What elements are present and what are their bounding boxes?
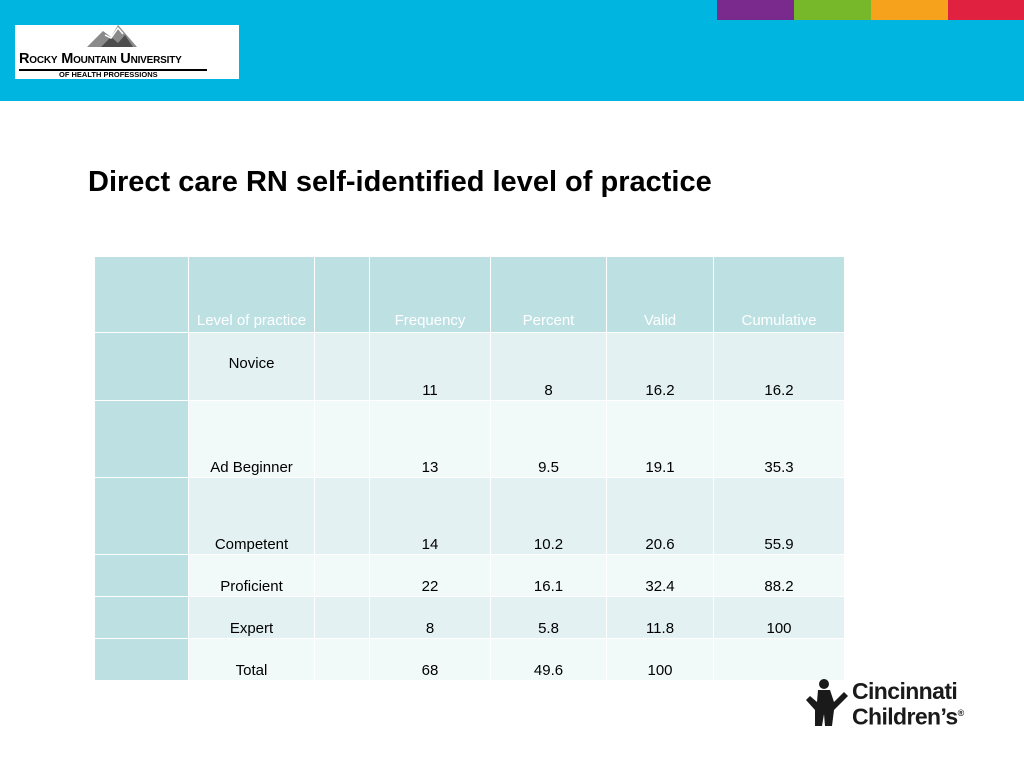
- cell-percent: 8: [490, 332, 607, 401]
- cell-valid: 20.6: [606, 477, 714, 555]
- cell-level: Total: [188, 638, 315, 681]
- column-header-blank: [94, 256, 189, 333]
- cell-frequency: 22: [369, 554, 491, 597]
- table-row: Expert 8 5.8 11.8 100: [94, 596, 845, 639]
- table-row: Competent 14 10.2 20.6 55.9: [94, 477, 845, 555]
- cell-cumulative: 35.3: [713, 400, 845, 478]
- rocky-mountain-university-logo: Rocky Mountain University OF HEALTH PROF…: [15, 25, 239, 79]
- cell-blank: [314, 554, 370, 597]
- row-stub: [94, 638, 189, 681]
- cell-cumulative: 16.2: [713, 332, 845, 401]
- page-title: Direct care RN self-identified level of …: [88, 166, 712, 198]
- cell-frequency: 11: [369, 332, 491, 401]
- table-row: Ad Beginner 13 9.5 19.1 35.3: [94, 400, 845, 478]
- cell-percent: 9.5: [490, 400, 607, 478]
- logo-subtitle: OF HEALTH PROFESSIONS: [59, 70, 158, 79]
- cell-blank: [314, 596, 370, 639]
- cell-percent: 10.2: [490, 477, 607, 555]
- logo-line-1: Cincinnati: [852, 678, 958, 704]
- cell-percent: 5.8: [490, 596, 607, 639]
- color-strip-orange: [871, 0, 948, 20]
- column-header-valid: Valid: [606, 256, 714, 333]
- logo-line-2: Children’s®: [852, 703, 965, 730]
- color-strip-purple: [717, 0, 794, 20]
- cell-frequency: 13: [369, 400, 491, 478]
- column-header-cumulative: Cumulative: [713, 256, 845, 333]
- table-row: Total 68 49.6 100: [94, 638, 845, 681]
- registered-mark: ®: [957, 708, 965, 718]
- cell-valid: 19.1: [606, 400, 714, 478]
- child-figure-icon: [806, 679, 848, 726]
- table-row: Proficient 22 16.1 32.4 88.2: [94, 554, 845, 597]
- cell-level: Novice: [188, 332, 315, 401]
- column-header-percent: Percent: [490, 256, 607, 333]
- row-stub: [94, 400, 189, 478]
- cell-level: Expert: [188, 596, 315, 639]
- column-header-blank-2: [314, 256, 370, 333]
- row-stub: [94, 596, 189, 639]
- cell-valid: 11.8: [606, 596, 714, 639]
- cell-frequency: 14: [369, 477, 491, 555]
- cell-cumulative: 100: [713, 596, 845, 639]
- cell-blank: [314, 332, 370, 401]
- column-header-frequency: Frequency: [369, 256, 491, 333]
- cell-frequency: 68: [369, 638, 491, 681]
- cell-blank: [314, 638, 370, 681]
- cell-level: Ad Beginner: [188, 400, 315, 478]
- mountain-icon: [87, 25, 137, 47]
- row-stub: [94, 332, 189, 401]
- cell-cumulative: 55.9: [713, 477, 845, 555]
- table-row: Novice 11 8 16.2 16.2: [94, 332, 845, 401]
- row-stub: [94, 554, 189, 597]
- cell-level: Proficient: [188, 554, 315, 597]
- cell-blank: [314, 477, 370, 555]
- logo-university-name: Rocky Mountain University: [19, 51, 182, 67]
- cell-percent: 49.6: [490, 638, 607, 681]
- cell-valid: 32.4: [606, 554, 714, 597]
- cell-valid: 16.2: [606, 332, 714, 401]
- cincinnati-childrens-logo: Cincinnati Children’s®: [852, 678, 992, 730]
- row-stub: [94, 477, 189, 555]
- cell-cumulative: [713, 638, 845, 681]
- cell-frequency: 8: [369, 596, 491, 639]
- cell-blank: [314, 400, 370, 478]
- table-header-row: Level of practice Frequency Percent Vali…: [94, 256, 845, 333]
- column-header-level: Level of practice: [188, 256, 315, 333]
- color-strip-red: [948, 0, 1024, 20]
- cell-percent: 16.1: [490, 554, 607, 597]
- logo-divider: [19, 69, 207, 71]
- color-strip-green: [794, 0, 871, 20]
- practice-level-table: Level of practice Frequency Percent Vali…: [94, 256, 845, 681]
- cell-level: Competent: [188, 477, 315, 555]
- cell-cumulative: 88.2: [713, 554, 845, 597]
- cell-valid: 100: [606, 638, 714, 681]
